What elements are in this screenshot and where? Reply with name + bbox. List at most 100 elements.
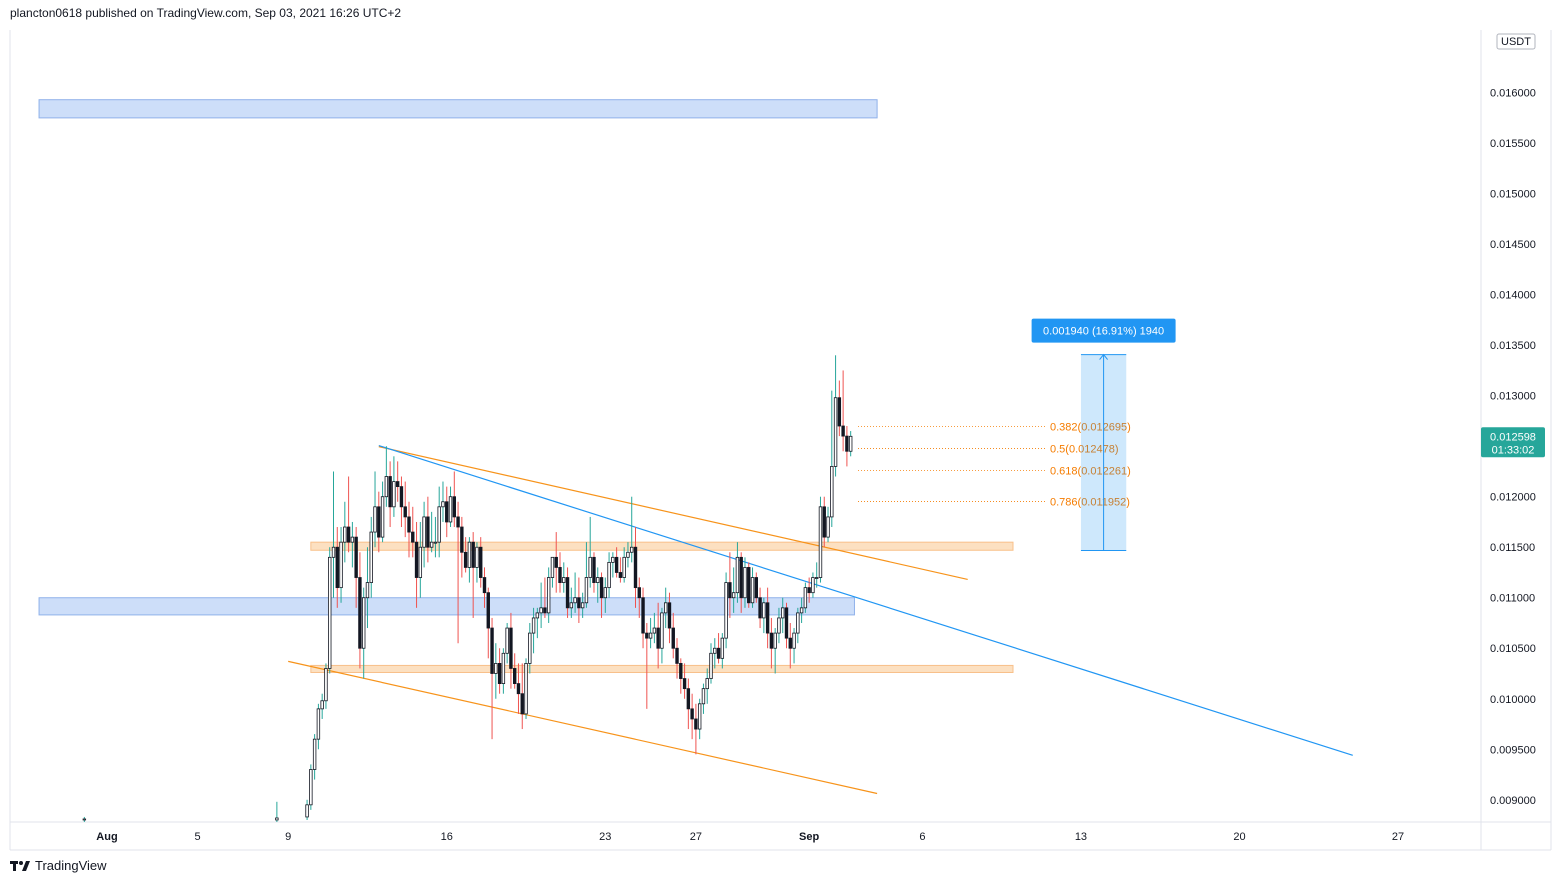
candle	[513, 653, 517, 689]
candle-body	[822, 506, 826, 538]
candle	[490, 617, 494, 740]
candle	[637, 577, 641, 618]
candle-body	[664, 602, 668, 614]
candle-body	[456, 516, 460, 528]
candle-body	[826, 516, 830, 538]
candle-body	[373, 506, 377, 533]
candle	[675, 638, 679, 679]
candle-body	[614, 556, 619, 573]
candle	[713, 638, 717, 669]
currency-label: USDT	[1501, 36, 1531, 48]
candle-body	[418, 546, 423, 578]
candle	[622, 547, 626, 583]
candle	[82, 816, 87, 822]
candle-body	[848, 435, 853, 452]
candle-body	[709, 652, 713, 679]
candle	[618, 557, 623, 583]
price-tick-label: 0.011500	[1490, 542, 1535, 554]
candle	[588, 516, 592, 588]
candle-body	[546, 577, 551, 614]
candle	[395, 461, 400, 502]
candle-body	[528, 632, 532, 664]
candle-body	[361, 597, 366, 649]
candle-body	[599, 577, 604, 599]
zone-support	[38, 597, 855, 616]
candle	[652, 612, 657, 644]
candle	[411, 506, 415, 558]
candle-body	[509, 627, 513, 669]
fib-label: 0.5(0.012478)	[1050, 443, 1119, 455]
candle	[701, 683, 706, 714]
candle-body	[777, 617, 781, 634]
candle	[807, 577, 811, 603]
candle-body	[354, 536, 358, 578]
candle	[671, 612, 675, 659]
candle-body	[784, 607, 789, 639]
time-tick-label: 9	[285, 831, 291, 843]
candle	[762, 597, 766, 634]
measure-layer: 0.001940 (16.91%) 1940	[1031, 318, 1176, 552]
currency-badge	[1496, 33, 1536, 50]
candle-body	[637, 587, 641, 599]
candle-body	[577, 597, 581, 609]
candle-body	[811, 577, 815, 594]
time-axis[interactable]: Aug 5 9 16 23 27 Sep 6 13 20 27	[96, 831, 1404, 843]
candle	[418, 521, 423, 598]
time-tick-label: 27	[1392, 831, 1404, 843]
candle	[550, 556, 555, 588]
candle	[554, 532, 558, 593]
candle	[845, 426, 849, 467]
candle	[380, 481, 385, 543]
candle-body	[471, 541, 475, 568]
candle	[822, 496, 826, 548]
footer-brand[interactable]: TradingView	[10, 858, 107, 873]
candle	[815, 562, 819, 588]
candle	[343, 501, 347, 563]
candle-body	[399, 486, 404, 508]
candle-body	[675, 647, 679, 664]
candle	[611, 552, 615, 578]
candle-body	[641, 597, 645, 634]
candle-body	[275, 817, 279, 821]
candle	[686, 678, 691, 730]
time-tick-label: 16	[441, 831, 453, 843]
candle-body	[339, 541, 343, 589]
trendline	[288, 660, 878, 795]
trendlines-layer	[288, 445, 1353, 795]
price-tick-label: 0.015000	[1490, 189, 1536, 201]
candle	[479, 537, 483, 588]
candle-body	[626, 551, 630, 558]
candle	[539, 582, 543, 629]
candle-body	[358, 577, 362, 649]
candle-body	[490, 627, 494, 674]
candle-body	[324, 668, 328, 702]
candle	[735, 542, 740, 603]
time-tick-label: Sep	[799, 831, 819, 843]
candle	[486, 587, 490, 659]
candle	[818, 496, 823, 583]
candle-body	[407, 516, 411, 533]
candle-body	[550, 556, 555, 578]
candle	[826, 506, 830, 543]
candle-body	[750, 577, 755, 604]
candle-body	[792, 632, 796, 649]
candle-body	[309, 769, 313, 806]
candle-body	[452, 496, 456, 518]
candle-body	[841, 425, 845, 437]
price-tick-label: 0.013500	[1490, 340, 1536, 352]
candle	[275, 801, 279, 822]
candle	[724, 572, 728, 649]
candle	[346, 476, 351, 553]
candle	[320, 693, 324, 719]
candle	[697, 698, 702, 740]
candle	[316, 703, 321, 750]
candle	[630, 496, 634, 563]
price-axis[interactable]: 0.016000 0.015500 0.015000 0.014500 0.014000…	[1481, 33, 1545, 807]
candle-body	[343, 526, 347, 543]
candle	[497, 648, 502, 694]
candle-body	[758, 597, 762, 619]
candle	[528, 622, 532, 674]
candle	[603, 577, 607, 613]
candle	[626, 542, 630, 568]
